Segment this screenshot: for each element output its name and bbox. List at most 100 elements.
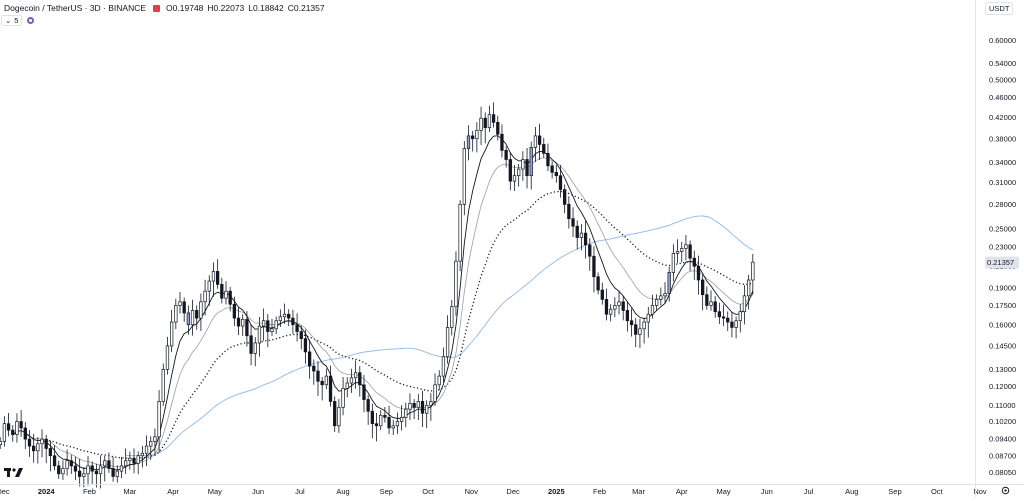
candle	[307, 339, 312, 379]
moving-average-dotted	[41, 190, 753, 460]
candle-body	[454, 260, 458, 308]
candle-body	[445, 327, 450, 357]
candle-body	[153, 436, 157, 442]
candle-body	[215, 271, 220, 285]
indicators-toggle[interactable]: ⌄ 5	[1, 15, 35, 26]
candle-body	[249, 335, 253, 354]
candle	[609, 304, 613, 322]
candle	[500, 124, 504, 158]
low-value: 0.18842	[253, 3, 284, 13]
candle	[588, 238, 592, 271]
candle-body	[73, 465, 78, 472]
indicators-count-button[interactable]: ⌄ 5	[1, 15, 23, 26]
price-tick-label: 0.60000	[989, 36, 1016, 45]
candle	[299, 325, 303, 350]
candle-body	[190, 310, 195, 326]
candle-body	[529, 147, 533, 177]
time-tick-label: Mar	[123, 487, 136, 496]
candle-body	[688, 244, 692, 259]
price-tick-label: 0.25000	[989, 224, 1016, 233]
candle	[663, 282, 667, 303]
candle-body	[103, 460, 107, 467]
candle-body	[450, 306, 454, 328]
candle	[165, 336, 170, 375]
candle	[429, 393, 433, 421]
candle	[27, 430, 32, 457]
currency-button[interactable]: USDT	[985, 2, 1014, 15]
candle	[57, 460, 61, 480]
ohlc-open: O0.19748	[166, 3, 203, 13]
candle-body	[266, 320, 270, 332]
candle-body	[521, 159, 525, 170]
candle	[680, 241, 684, 263]
candle-body	[119, 465, 124, 472]
candle-body	[596, 276, 600, 291]
candle-body	[613, 305, 617, 310]
price-tick-label: 0.08050	[989, 468, 1016, 477]
candle	[253, 337, 257, 367]
price-tick-label: 0.42000	[989, 113, 1016, 122]
candle-body	[471, 135, 475, 140]
candle-body	[433, 384, 437, 402]
candle	[692, 250, 696, 280]
candle-body	[253, 342, 257, 354]
candle-body	[642, 321, 646, 330]
time-tick-label: 2024	[38, 487, 56, 496]
candle-body	[692, 257, 696, 267]
price-tick-label: 0.19000	[989, 283, 1016, 292]
candle	[646, 306, 650, 338]
price-tick-label: 0.10200	[989, 417, 1016, 426]
candle	[115, 465, 119, 483]
candle	[742, 285, 747, 325]
time-scale[interactable]: Dec 2024 Feb Mar Apr May Jun Jul Aug Sep Oct Nov Dec…	[0, 487, 987, 496]
gear-icon[interactable]	[1001, 486, 1010, 497]
candle-body	[161, 369, 165, 402]
candle	[157, 389, 161, 453]
candle	[508, 152, 512, 191]
tradingview-logo[interactable]	[4, 466, 24, 484]
candle	[604, 288, 609, 321]
candle	[44, 434, 48, 464]
candle-body	[337, 406, 341, 427]
price-tick-label: 0.23000	[989, 242, 1016, 251]
candle	[705, 286, 709, 310]
candle	[182, 297, 186, 322]
candle-body	[441, 356, 446, 377]
symbol-title[interactable]: Dogecoin / TetherUS · 3D · BINANCE	[4, 3, 147, 13]
candle-body	[61, 468, 65, 475]
candle	[232, 296, 237, 327]
flag-icon[interactable]	[153, 4, 161, 12]
candle	[487, 105, 492, 133]
candle-body	[650, 305, 655, 315]
time-scale-border	[0, 484, 1024, 485]
candle-body	[533, 135, 538, 148]
candle-body	[554, 171, 558, 177]
candle-body	[646, 313, 650, 323]
candle	[751, 253, 755, 295]
candle-body	[399, 417, 404, 422]
candle	[15, 413, 19, 443]
candle-body	[475, 130, 479, 140]
candle-body	[261, 320, 266, 327]
candle	[746, 274, 751, 310]
candle	[98, 455, 103, 489]
candle-body	[86, 465, 90, 475]
candle-body	[634, 324, 638, 335]
candle-body	[575, 225, 579, 238]
candle-body	[671, 252, 676, 273]
open-key: O	[166, 3, 173, 13]
candle	[337, 398, 341, 433]
candle	[153, 428, 157, 457]
candle-body	[307, 351, 312, 367]
candle	[550, 161, 554, 179]
candle	[132, 448, 136, 474]
indicator-status-icon[interactable]	[27, 17, 35, 24]
price-scale[interactable]: 0.60000 0.54000 0.50000 0.46000 0.42000 0.380…	[989, 36, 1016, 477]
candle	[65, 449, 69, 476]
candle	[61, 460, 65, 480]
candle	[462, 141, 466, 216]
candle	[362, 374, 366, 413]
time-tick-label: Aug	[336, 487, 349, 496]
